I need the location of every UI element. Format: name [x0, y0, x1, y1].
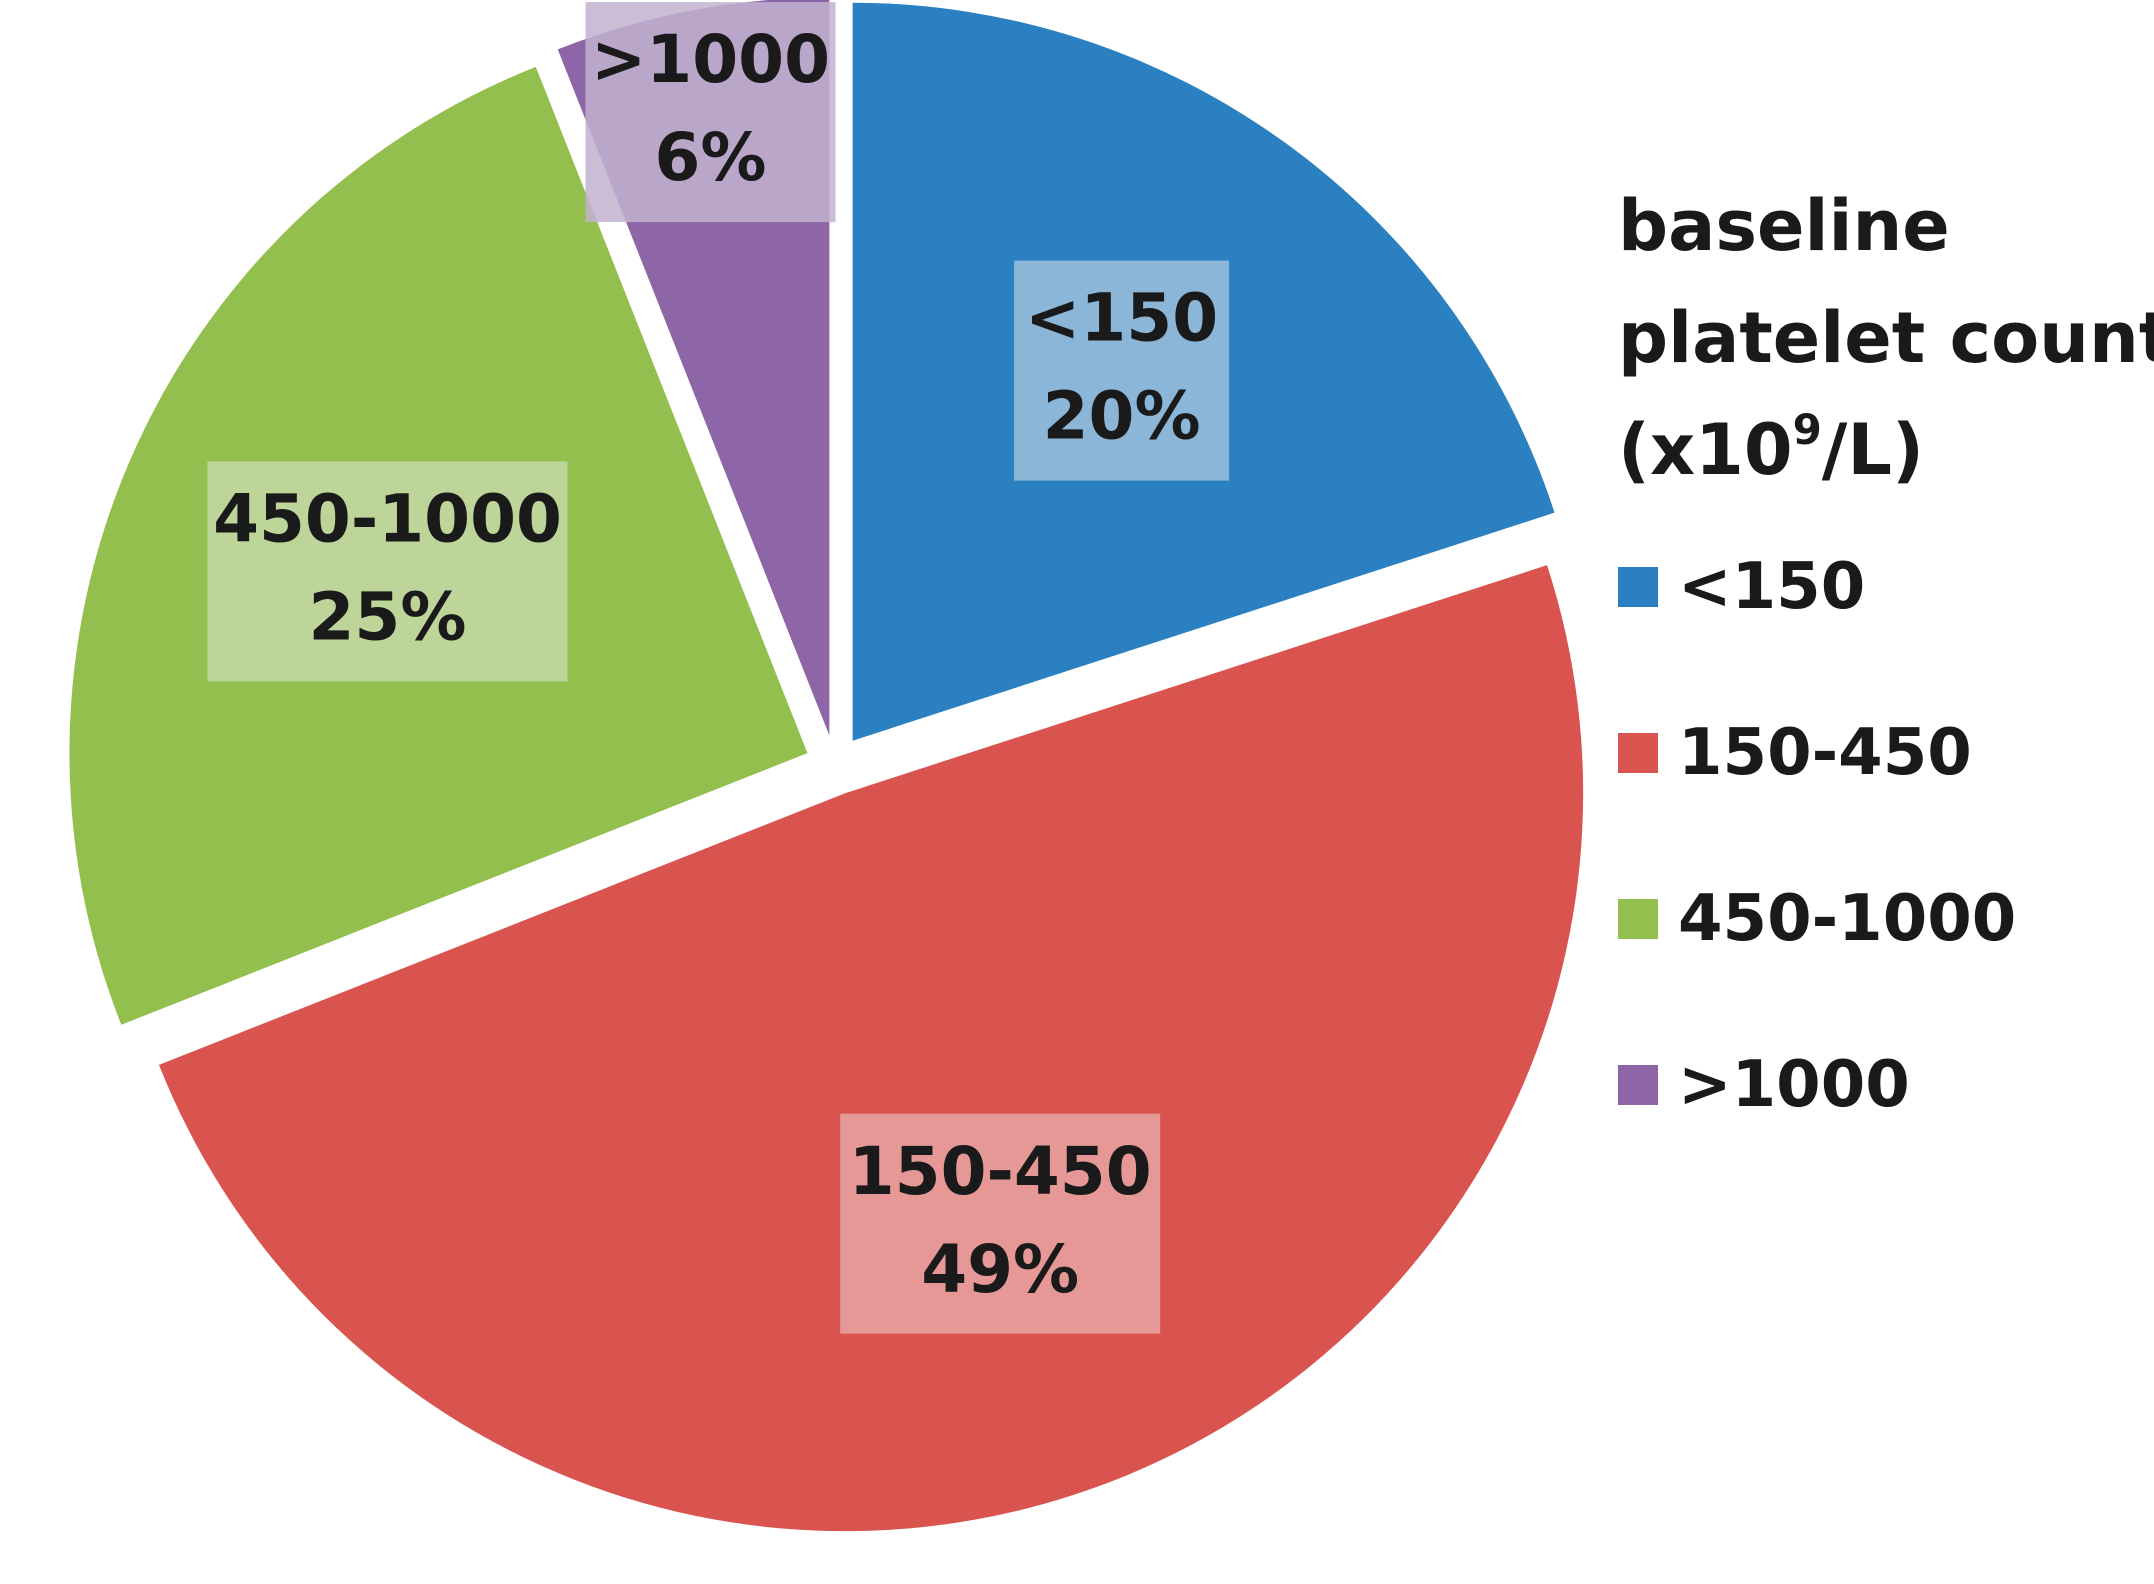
- slice-category-label-150-450: 150-450: [849, 1133, 1152, 1210]
- slice-label-450-1000: 450-1000 25%: [207, 461, 568, 682]
- slice-label-box-lt-150: [1014, 260, 1230, 481]
- slice-category-label-gt-1000: >1000: [591, 21, 830, 98]
- slice-percent-label-lt-150: 20%: [1043, 378, 1201, 455]
- legend-item-gt-1000: >1000: [1618, 1048, 2138, 1122]
- legend-item-450-1000: 450-1000: [1618, 882, 2138, 956]
- pie-slice-labels: <150 20% 150-450 49% 450-1000 25% >1000 6%: [207, 2, 1230, 1334]
- legend-item-150-450: 150-450: [1618, 716, 2138, 790]
- slice-percent-label-150-450: 49%: [921, 1231, 1079, 1308]
- pie-slice-150-450: [158, 565, 1584, 1532]
- legend-item-lt-150: <150: [1618, 550, 2138, 624]
- legend-title-unit-exponent: 9: [1792, 405, 1822, 454]
- legend-title-unit-suffix: /L): [1821, 409, 1924, 491]
- slice-label-box-gt-1000: [585, 2, 836, 223]
- legend-swatch-150-450: [1618, 733, 1658, 773]
- legend-label-gt-1000: >1000: [1678, 1048, 1910, 1122]
- legend-title-unit-prefix: (x10: [1618, 409, 1793, 491]
- pie-slices: [69, 0, 1584, 1532]
- legend-title-line-1: baseline: [1618, 185, 1950, 267]
- legend: baseline platelet count (x109/L) <150 15…: [1618, 170, 2154, 1216]
- slice-label-150-450: 150-450 49%: [840, 1113, 1161, 1334]
- legend-swatch-450-1000: [1618, 899, 1658, 939]
- legend-swatch-gt-1000: [1618, 1065, 1658, 1105]
- slice-category-label-450-1000: 450-1000: [213, 480, 562, 557]
- slice-percent-label-450-1000: 25%: [309, 578, 467, 655]
- legend-title: baseline platelet count (x109/L): [1618, 170, 2154, 506]
- slice-label-box-150-450: [840, 1113, 1161, 1334]
- legend-title-line-2: platelet count: [1618, 297, 2154, 379]
- legend-label-150-450: 150-450: [1678, 716, 1972, 790]
- slice-label-box-450-1000: [207, 461, 568, 682]
- legend-title-line-3: (x109/L): [1618, 394, 2138, 506]
- legend-swatch-lt-150: [1618, 567, 1658, 607]
- slice-percent-label-gt-1000: 6%: [654, 119, 766, 196]
- slice-label-gt-1000: >1000 6%: [585, 2, 836, 223]
- legend-label-450-1000: 450-1000: [1678, 882, 2017, 956]
- slice-category-label-lt-150: <150: [1025, 280, 1218, 357]
- slice-label-lt-150: <150 20%: [1014, 260, 1230, 481]
- legend-label-lt-150: <150: [1678, 550, 1866, 624]
